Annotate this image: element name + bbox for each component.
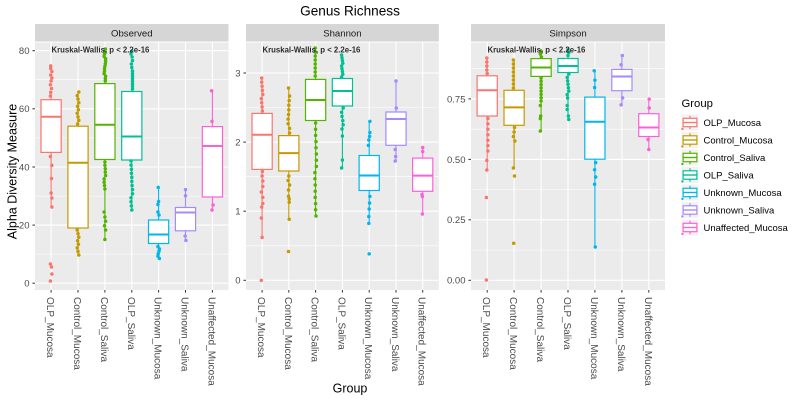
svg-text:Shannon: Shannon	[323, 28, 361, 39]
svg-text:Kruskal-Wallis, p < 2.2e-16: Kruskal-Wallis, p < 2.2e-16	[488, 45, 587, 54]
svg-text:Group: Group	[682, 98, 713, 110]
svg-text:Control_Saliva: Control_Saliva	[534, 297, 545, 362]
svg-text:OLP_Mucosa: OLP_Mucosa	[480, 297, 491, 358]
svg-text:Control_Saliva: Control_Saliva	[704, 153, 766, 164]
svg-text:Unaffected_Mucosa: Unaffected_Mucosa	[704, 223, 789, 234]
svg-text:60: 60	[19, 104, 30, 115]
svg-text:0.25: 0.25	[447, 215, 466, 226]
svg-text:Alpha Diversity Measure: Alpha Diversity Measure	[5, 104, 19, 240]
svg-text:0: 0	[235, 276, 240, 287]
svg-text:Group: Group	[333, 382, 368, 396]
svg-text:1: 1	[235, 207, 240, 218]
svg-text:Unknown_Saliva: Unknown_Saliva	[179, 297, 190, 372]
svg-text:Observed: Observed	[111, 28, 153, 39]
svg-text:3: 3	[235, 68, 240, 79]
svg-text:OLP_Saliva: OLP_Saliva	[125, 297, 136, 350]
svg-text:20: 20	[19, 221, 30, 232]
svg-text:OLP_Saliva: OLP_Saliva	[335, 297, 346, 350]
svg-text:OLP_Mucosa: OLP_Mucosa	[44, 297, 55, 358]
svg-text:40: 40	[19, 162, 30, 173]
svg-text:80: 80	[19, 46, 30, 57]
svg-text:Control_Saliva: Control_Saliva	[309, 297, 320, 362]
svg-text:Unknown_Saliva: Unknown_Saliva	[704, 205, 775, 216]
svg-text:Control_Mucosa: Control_Mucosa	[282, 297, 293, 370]
svg-text:Simpson: Simpson	[549, 28, 586, 39]
svg-text:Genus Richness: Genus Richness	[300, 3, 400, 18]
svg-text:Control_Mucosa: Control_Mucosa	[507, 297, 518, 370]
svg-text:0.75: 0.75	[447, 94, 466, 105]
svg-text:OLP_Mucosa: OLP_Mucosa	[704, 118, 762, 129]
svg-text:Unknown_Mucosa: Unknown_Mucosa	[152, 297, 163, 380]
svg-text:Unknown_Saliva: Unknown_Saliva	[389, 297, 400, 372]
svg-text:Control_Saliva: Control_Saliva	[98, 297, 109, 362]
svg-text:Control_Mucosa: Control_Mucosa	[704, 135, 774, 146]
svg-text:Control_Mucosa: Control_Mucosa	[71, 297, 82, 370]
svg-text:Unaffected_Mucosa: Unaffected_Mucosa	[642, 297, 653, 386]
svg-text:0.00: 0.00	[447, 276, 466, 287]
svg-text:Unaffected_Mucosa: Unaffected_Mucosa	[205, 297, 216, 386]
svg-text:OLP_Saliva: OLP_Saliva	[561, 297, 572, 350]
svg-text:Unknown_Mucosa: Unknown_Mucosa	[588, 297, 599, 380]
svg-text:Kruskal-Wallis, p < 2.2e-16: Kruskal-Wallis, p < 2.2e-16	[263, 45, 362, 54]
svg-text:Unknown_Mucosa: Unknown_Mucosa	[704, 188, 783, 199]
svg-text:Unaffected_Mucosa: Unaffected_Mucosa	[416, 297, 427, 386]
svg-text:0.50: 0.50	[447, 155, 466, 166]
svg-text:OLP_Saliva: OLP_Saliva	[704, 170, 755, 181]
svg-text:Unknown_Saliva: Unknown_Saliva	[615, 297, 626, 372]
svg-text:0: 0	[24, 279, 29, 290]
svg-text:Unknown_Mucosa: Unknown_Mucosa	[362, 297, 373, 380]
svg-text:OLP_Mucosa: OLP_Mucosa	[255, 297, 266, 358]
svg-text:Kruskal-Wallis, p < 2.2e-16: Kruskal-Wallis, p < 2.2e-16	[52, 45, 151, 54]
svg-text:2: 2	[235, 138, 240, 149]
